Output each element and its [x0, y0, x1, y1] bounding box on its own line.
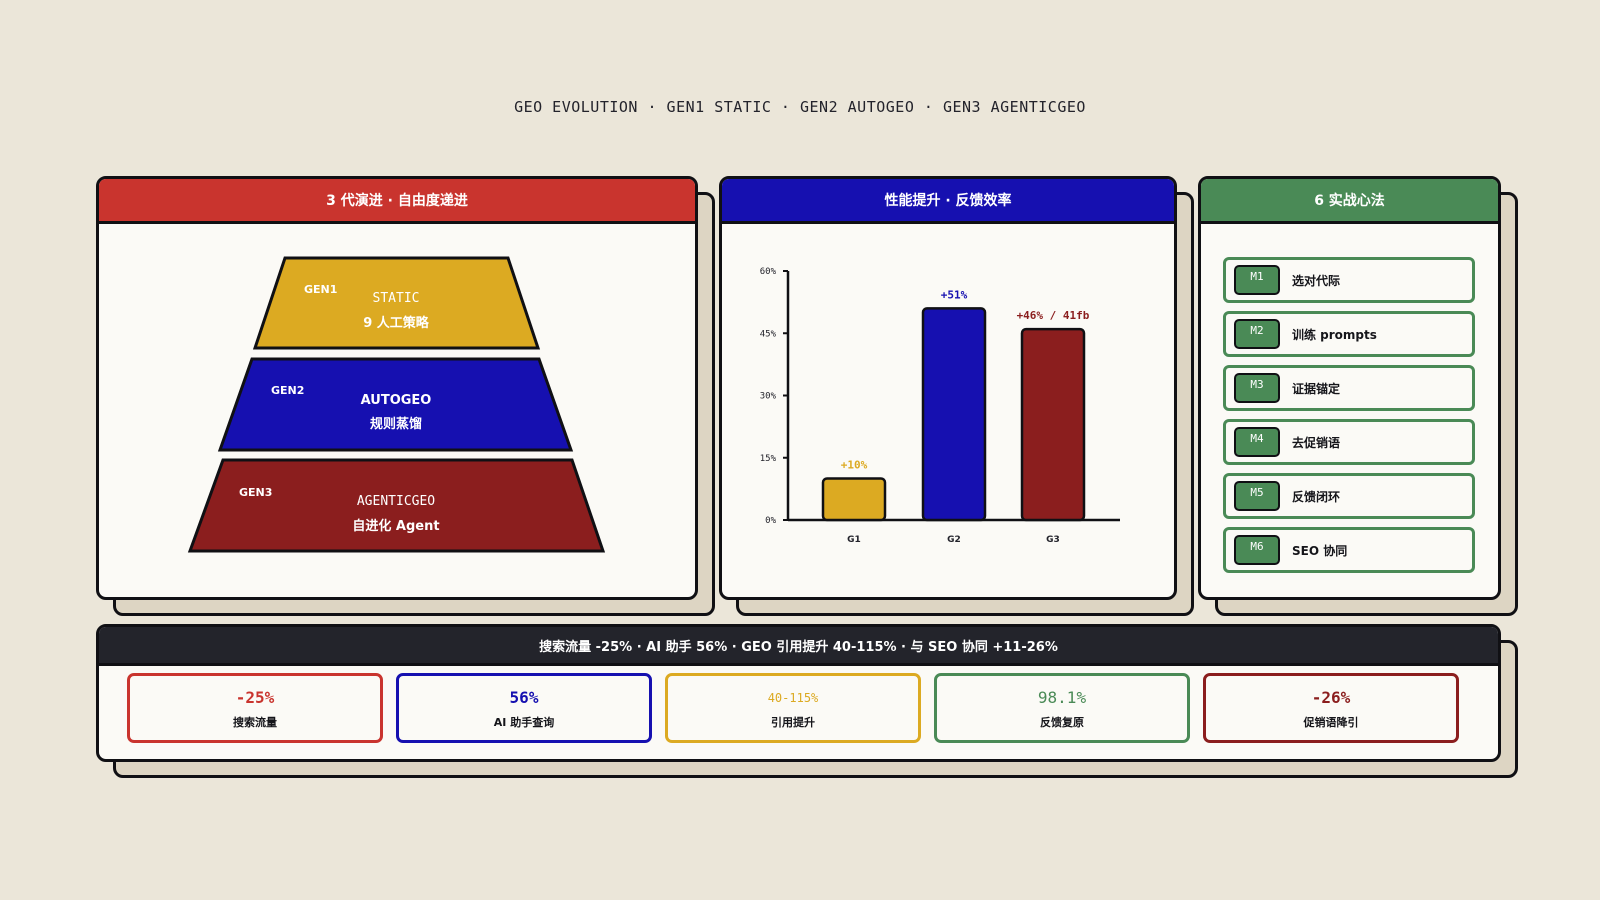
tip-m5-label: 反馈闭环	[1292, 489, 1341, 504]
stat-search-traffic: -25% 搜索流量	[127, 673, 383, 743]
tier-gen3-desc: 自进化 Agent	[352, 518, 439, 534]
tier-gen1-gen: GEN1	[304, 283, 337, 296]
tier-gen2: GEN2 AUTOGEO 规则蒸馏	[217, 357, 574, 452]
tier-gen3-name: AGENTICGEO	[357, 494, 435, 509]
tier-gen3-gen: GEN3	[239, 486, 272, 499]
stat-search-traffic-value: -25%	[235, 688, 275, 707]
stat-citation-lift-value: 40-115%	[767, 691, 819, 705]
tip-m3-label: 证据锚定	[1292, 381, 1341, 396]
evolution-card-title: 3 代演进 · 自由度递进	[99, 179, 695, 224]
stat-citation-lift-label: 引用提升	[771, 716, 815, 729]
bar-g2	[921, 307, 987, 522]
tip-m2: M2 训练 prompts	[1223, 311, 1475, 357]
tips-card-title: 6 实战心法	[1201, 179, 1498, 224]
stat-promo-penalty-value: -26%	[1311, 688, 1351, 707]
tip-m1-label: 选对代际	[1292, 273, 1341, 288]
y-tick-label: 45%	[760, 329, 777, 339]
evolution-card: 3 代演进 · 自由度递进 GEN1 STATIC 9 人工策略 GEN2 AU…	[96, 176, 698, 600]
stat-feedback-recovery-label: 反馈复原	[1040, 716, 1084, 729]
stat-ai-assistant-value: 56%	[509, 688, 539, 707]
evolution-pyramid: GEN1 STATIC 9 人工策略 GEN2 AUTOGEO 规则蒸馏 GEN…	[187, 256, 606, 553]
stat-search-traffic-label: 搜索流量	[233, 716, 277, 729]
stat-feedback-recovery-value: 98.1%	[1037, 688, 1087, 707]
summary-card-title: 搜索流量 -25% · AI 助手 56% · GEO 引用提升 40-115%…	[99, 627, 1498, 666]
tip-m1: M1 选对代际	[1223, 257, 1475, 303]
page-title: GEO EVOLUTION · GEN1 STATIC · GEN2 AUTOG…	[514, 98, 1086, 116]
tip-m2-label: 训练 prompts	[1292, 327, 1377, 342]
tier-gen1-desc: 9 人工策略	[363, 315, 430, 331]
data-label-g2: +51%	[941, 288, 968, 301]
tier-gen1-shape	[252, 256, 541, 350]
tier-gen2-shape	[217, 357, 574, 452]
tip-m5-code: M5	[1234, 481, 1280, 511]
x-tick-label-g2: G2	[947, 535, 961, 545]
tip-m2-code: M2	[1234, 319, 1280, 349]
y-tick-label: 30%	[760, 392, 777, 402]
y-tick-label: 15%	[760, 454, 777, 464]
tip-m6-code: M6	[1234, 535, 1280, 565]
stat-feedback-recovery: 98.1% 反馈复原	[934, 673, 1190, 743]
performance-bar-chart: 0% 15% 30% 45% 60% +10% G1 +51% G2 +46% / 41fb G3	[760, 267, 1120, 545]
tip-m6-label: SEO 协同	[1292, 543, 1348, 558]
y-tick-label: 0%	[765, 516, 776, 526]
data-label-g1: +10%	[841, 459, 868, 472]
y-tick-label: 60%	[760, 267, 777, 277]
data-label-g3: +46% / 41fb	[1017, 309, 1090, 322]
tier-gen2-name: AUTOGEO	[361, 393, 432, 408]
tips-card: 6 实战心法 M1 选对代际 M2 训练 prompts M3 证据锚定 M4 …	[1198, 176, 1501, 600]
tip-m3-code: M3	[1234, 373, 1280, 403]
tier-gen3: GEN3 AGENTICGEO 自进化 Agent	[187, 458, 606, 553]
summary-card: 搜索流量 -25% · AI 助手 56% · GEO 引用提升 40-115%…	[96, 624, 1501, 762]
tip-m6: M6 SEO 协同	[1223, 527, 1475, 573]
stat-ai-assistant: 56% AI 助手查询	[396, 673, 652, 743]
x-tick-label-g3: G3	[1046, 535, 1060, 545]
tier-gen2-gen: GEN2	[271, 384, 304, 397]
tip-m1-code: M1	[1234, 265, 1280, 295]
tip-m3: M3 证据锚定	[1223, 365, 1475, 411]
stat-citation-lift: 40-115% 引用提升	[665, 673, 921, 743]
stat-promo-penalty: -26% 促销语降引	[1203, 673, 1459, 743]
bar-g3	[1020, 327, 1086, 522]
tier-gen1: GEN1 STATIC 9 人工策略	[252, 256, 541, 350]
tier-gen1-name: STATIC	[373, 291, 420, 306]
tip-m4: M4 去促销语	[1223, 419, 1475, 465]
stat-promo-penalty-label: 促销语降引	[1303, 716, 1359, 729]
performance-card-title: 性能提升 · 反馈效率	[722, 179, 1174, 224]
x-tick-label-g1: G1	[847, 535, 861, 545]
performance-card: 性能提升 · 反馈效率 0% 15% 30% 45% 60% +10% G1 +51% G2 +4…	[719, 176, 1177, 600]
tip-m4-code: M4	[1234, 427, 1280, 457]
tier-gen3-shape	[187, 458, 606, 553]
tier-gen2-desc: 规则蒸馏	[370, 416, 422, 432]
bar-g1	[821, 477, 887, 522]
stat-ai-assistant-label: AI 助手查询	[493, 716, 555, 729]
tip-m4-label: 去促销语	[1292, 435, 1341, 450]
tip-m5: M5 反馈闭环	[1223, 473, 1475, 519]
